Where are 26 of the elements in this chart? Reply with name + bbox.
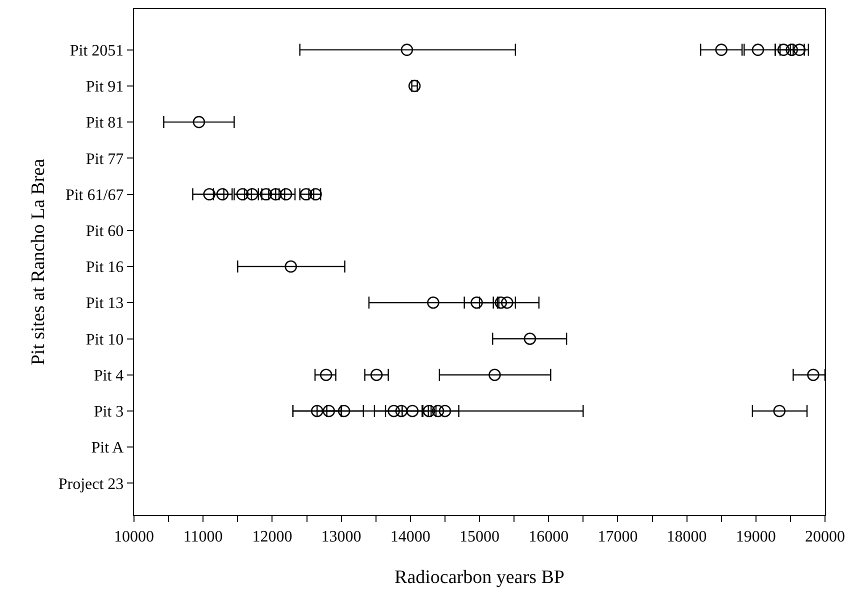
x-tick-label: 16000 <box>528 528 569 546</box>
x-tick-label: 17000 <box>598 528 638 546</box>
x-tick-label: 18000 <box>666 528 707 546</box>
y-tick-label: Project 23 <box>58 476 124 493</box>
x-tick-label: 12000 <box>252 528 292 546</box>
y-tick-label: Pit 2051 <box>70 42 124 60</box>
y-tick-label: Pit 10 <box>86 331 124 348</box>
y-tick-label: Pit 60 <box>86 223 124 240</box>
y-tick-label: Pit 91 <box>86 78 124 96</box>
y-tick-label: Pit 3 <box>94 404 124 421</box>
y-axis-title: Pit sites at Rancho La Brea <box>28 158 50 366</box>
x-tick-label: 10000 <box>114 528 154 546</box>
x-axis-title: Radiocarbon years BP <box>394 567 564 588</box>
y-tick-label: Pit 81 <box>86 114 124 132</box>
y-tick-label: Pit 61/67 <box>65 186 124 204</box>
y-tick-label: Pit 13 <box>86 295 124 312</box>
x-tick-label: 20000 <box>805 528 845 546</box>
x-tick-label: 15000 <box>460 528 500 546</box>
x-tick-label: 19000 <box>736 528 776 546</box>
y-tick-label: Pit 16 <box>86 259 124 276</box>
x-tick-label: 11000 <box>183 528 223 546</box>
y-tick-label: Pit 4 <box>94 367 124 384</box>
x-tick-label: 13000 <box>321 528 362 546</box>
y-tick-label: Pit A <box>91 440 124 457</box>
y-tick-label: Pit 77 <box>86 150 124 168</box>
x-tick-label: 14000 <box>390 528 430 546</box>
